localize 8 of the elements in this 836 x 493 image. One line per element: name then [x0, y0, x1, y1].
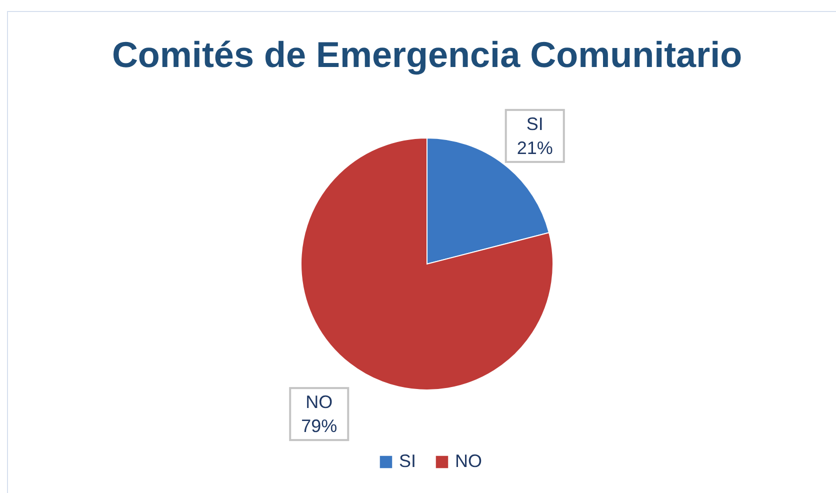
slice-label: NO: [306, 392, 333, 412]
data-label: 79%: [301, 416, 338, 436]
legend-label: SI: [399, 451, 416, 471]
legend-label: NO: [455, 451, 482, 471]
chart-title: Comités de Emergencia Comunitario: [112, 34, 742, 75]
pie-slice: [300, 138, 554, 390]
data-label: 21%: [516, 138, 553, 158]
slice-label: SI: [526, 114, 544, 134]
